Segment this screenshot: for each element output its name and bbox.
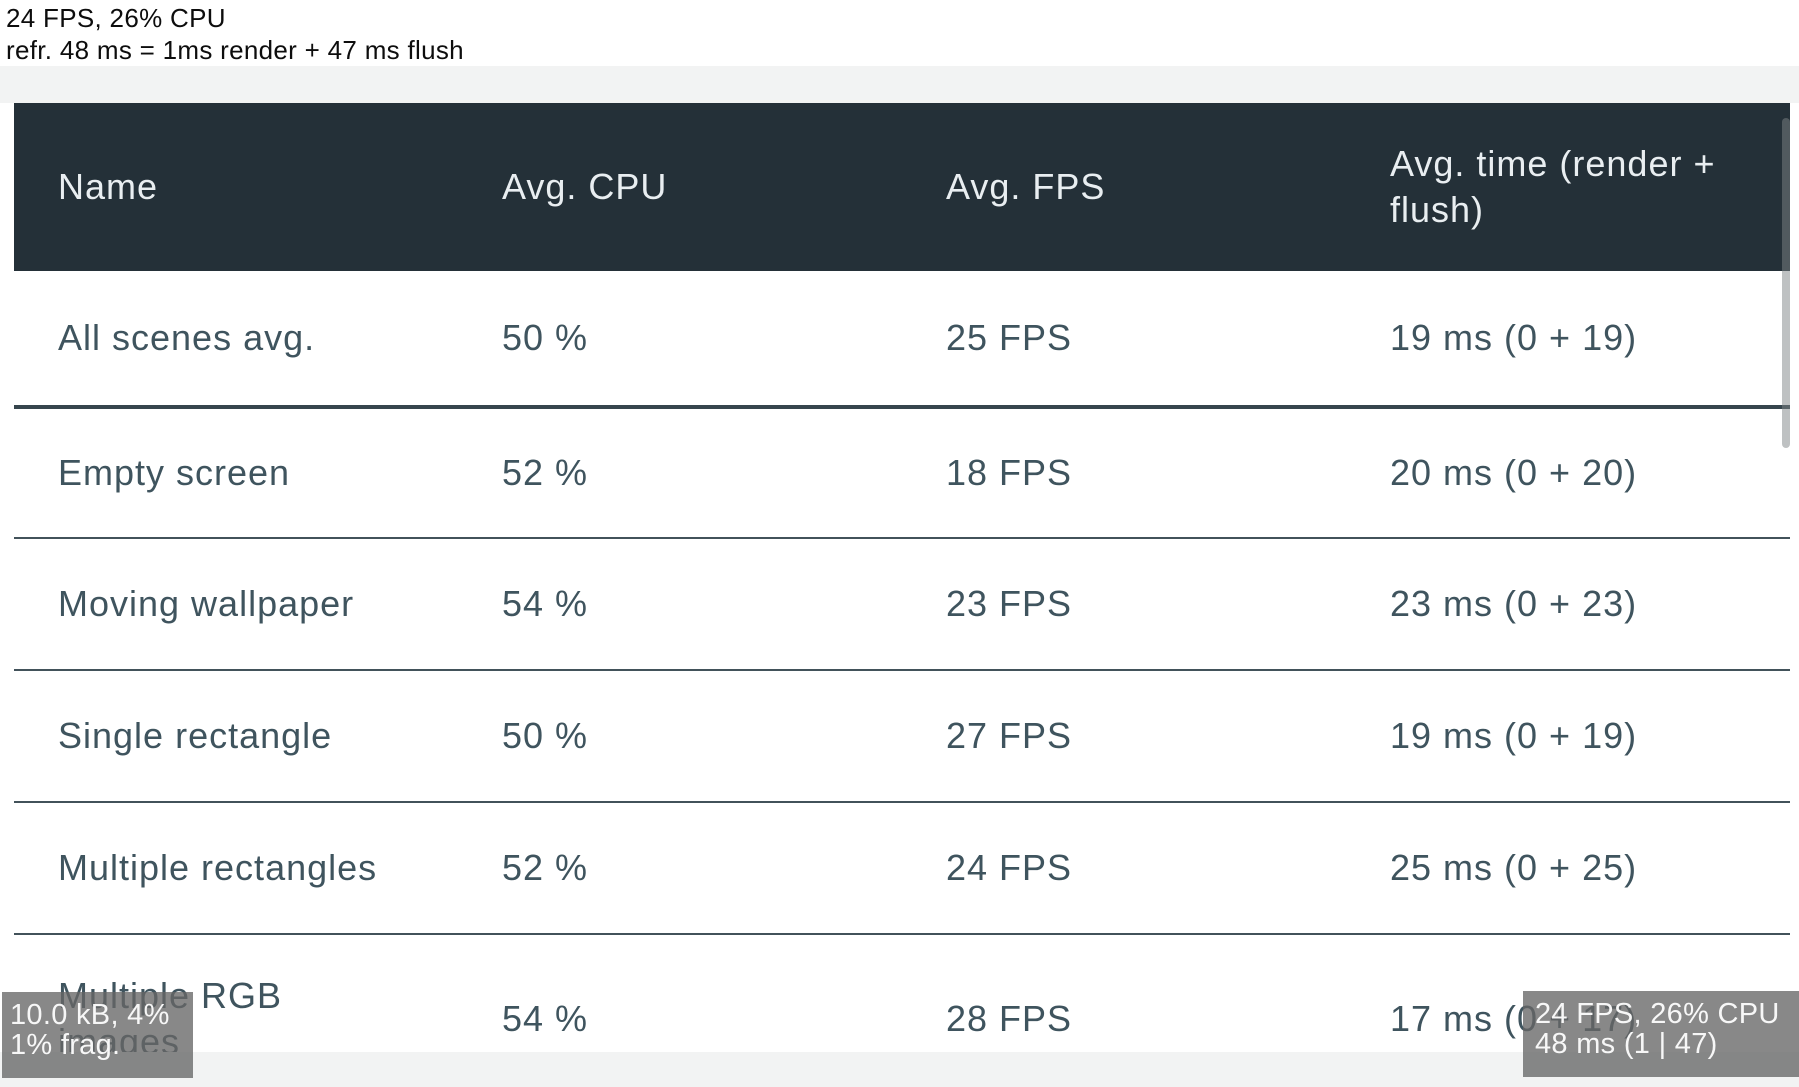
perf-fps-cpu-readout: 24 FPS, 26% CPU (1535, 998, 1780, 1030)
perf-refresh-readout: 48 ms (1 | 47) (1535, 1028, 1718, 1060)
cell-scene-name: Multiple rectangles (58, 847, 378, 888)
cell-avg-cpu: 50 % (502, 317, 589, 358)
cell-avg-time: 20 ms (0 + 20) (1390, 452, 1638, 493)
cell-scene-name: All scenes avg. (58, 317, 316, 358)
table-row: Multiple rectangles 52 % 24 FPS 25 ms (0… (14, 801, 1790, 933)
fps-cpu-readout: 24 FPS, 26% CPU (6, 3, 226, 33)
bottom-strip (0, 1052, 1799, 1087)
table-row: Moving wallpaper 54 % 23 FPS 23 ms (0 + … (14, 537, 1790, 669)
vertical-scrollbar-thumb[interactable] (1782, 118, 1790, 448)
cell-avg-cpu: 52 % (502, 452, 589, 493)
cell-avg-fps: 28 FPS (946, 998, 1073, 1039)
cell-avg-fps: 24 FPS (946, 847, 1073, 888)
header-cell-avg-time: Avg. time (render + flush) (1390, 143, 1716, 230)
cell-avg-cpu: 54 % (502, 998, 589, 1039)
cell-avg-fps: 25 FPS (946, 317, 1073, 358)
perf-monitor-overlay: 24 FPS, 26% CPU 48 ms (1 | 47) (1523, 991, 1799, 1077)
table-header-row: Name Avg. CPU Avg. FPS Avg. time (render… (14, 103, 1790, 271)
table-row: Single rectangle 50 % 27 FPS 19 ms (0 + … (14, 669, 1790, 801)
cell-avg-cpu: 50 % (502, 715, 589, 756)
cell-avg-fps: 23 FPS (946, 583, 1073, 624)
cell-scene-name: Single rectangle (58, 715, 333, 756)
cell-avg-fps: 27 FPS (946, 715, 1073, 756)
cell-avg-time: 19 ms (0 + 19) (1390, 715, 1638, 756)
header-cell-avg-cpu: Avg. CPU (502, 166, 668, 207)
memory-usage-readout: 10.0 kB, 4% (10, 999, 170, 1031)
table-row: All scenes avg. 50 % 25 FPS 19 ms (0 + 1… (14, 271, 1790, 405)
cell-avg-cpu: 52 % (502, 847, 589, 888)
cell-scene-name: Moving wallpaper (58, 583, 355, 624)
cell-avg-time: 19 ms (0 + 19) (1390, 317, 1638, 358)
cell-avg-cpu: 54 % (502, 583, 589, 624)
header-cell-name: Name (58, 166, 159, 207)
cell-avg-time: 25 ms (0 + 25) (1390, 847, 1638, 888)
cell-avg-time: 23 ms (0 + 23) (1390, 583, 1638, 624)
memory-monitor-overlay: 10.0 kB, 4% 1% frag. (2, 992, 193, 1078)
table-row: Empty screen 52 % 18 FPS 20 ms (0 + 20) (14, 405, 1790, 537)
cell-scene-name: Empty screen (58, 452, 291, 493)
header-cell-avg-fps: Avg. FPS (946, 166, 1106, 207)
refresh-time-readout: refr. 48 ms = 1ms render + 47 ms flush (6, 35, 464, 65)
perf-overlay-top: 24 FPS, 26% CPU refr. 48 ms = 1ms render … (6, 2, 464, 66)
cell-avg-fps: 18 FPS (946, 452, 1073, 493)
benchmark-table: Name Avg. CPU Avg. FPS Avg. time (render… (14, 103, 1790, 1052)
top-band (0, 66, 1799, 103)
memory-frag-readout: 1% frag. (10, 1029, 121, 1061)
